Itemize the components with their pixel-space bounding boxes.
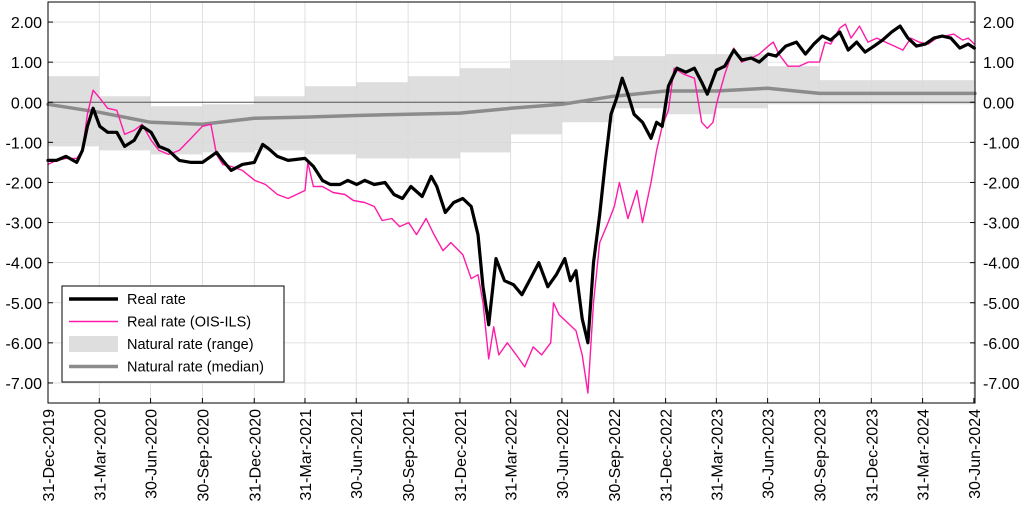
y-tick-label-right: 2.00: [983, 15, 1014, 32]
x-tick-label: 31-Dec-2021: [453, 409, 470, 502]
real-rate-line: [46, 24, 977, 345]
y-tick-label-left: 0.00: [11, 95, 42, 112]
y-tick-label-right: -4.00: [983, 256, 1020, 273]
natural-rate-median-line: [46, 86, 977, 127]
y-axis-right: 2.00 1.00 0.00 -1.00 -2.00 -3.00 -4.00 -5.00 -6.…: [970, 15, 1020, 393]
y-tick-label-left: 2.00: [11, 15, 42, 32]
natural-rate-range-band: [99, 96, 151, 151]
y-tick-label-right: -7.00: [983, 376, 1020, 393]
natural-rate-range-band: [408, 76, 460, 159]
x-tick-label: 31-Dec-2022: [659, 409, 676, 502]
x-tick-label: 30-Sep-2023: [813, 409, 830, 502]
y-axis-left: 2.00 1.00 0.00 -1.00 -2.00 -3.00 -4.00 -5.00 -6.…: [6, 15, 53, 393]
natural-rate-range-band: [356, 82, 409, 159]
y-tick-label-left: 1.00: [11, 55, 42, 72]
x-tick-label: 31-Dec-2023: [864, 409, 881, 502]
y-tick-label-right: -2.00: [983, 175, 1020, 192]
x-tick-label: 30-Jun-2024: [967, 409, 984, 499]
natural-rate-range-band: [665, 54, 717, 115]
y-tick-label-right: 1.00: [983, 55, 1014, 72]
x-tick-label: 31-Mar-2021: [298, 409, 315, 501]
x-tick-label: 30-Jun-2023: [761, 409, 778, 499]
natural-rate-range-band: [304, 86, 357, 155]
real-rate-ois-ils-line: [47, 23, 976, 394]
legend-label: Natural rate (range): [127, 337, 254, 353]
x-tick-label: 31-Mar-2022: [504, 409, 521, 501]
y-tick-label-right: -3.00: [983, 216, 1020, 233]
y-tick-label-right: -5.00: [983, 296, 1020, 313]
y-tick-label-right: 0.00: [983, 95, 1014, 112]
y-tick-label-left: -5.00: [6, 296, 43, 313]
legend-label: Real rate (OIS-ILS): [127, 315, 251, 331]
natural-rate-range-band: [561, 60, 614, 123]
y-tick-label-left: -7.00: [6, 376, 43, 393]
x-tick-label: 30-Jun-2020: [144, 409, 161, 499]
x-tick-label: 31-Dec-2019: [41, 409, 58, 502]
x-tick-label: 31-Dec-2020: [247, 409, 264, 502]
x-tick-label: 31-Mar-2024: [916, 409, 933, 501]
y-tick-label-left: -1.00: [6, 135, 43, 152]
x-tick-label: 30-Sep-2022: [607, 409, 624, 502]
y-tick-label-left: -2.00: [6, 175, 43, 192]
natural-rate-range-band: [254, 96, 305, 151]
y-tick-label-left: -6.00: [6, 336, 43, 353]
legend-label: Natural rate (median): [127, 360, 264, 376]
x-tick-label: 30-Sep-2020: [195, 409, 212, 502]
legend-swatch: [69, 336, 118, 352]
natural-rate-range-band: [202, 104, 255, 153]
x-tick-label: 30-Jun-2022: [555, 409, 572, 499]
natural-rate-range-band: [510, 60, 562, 135]
x-tick-label: 31-Mar-2020: [92, 409, 109, 501]
natural-rate-range-series: [48, 54, 975, 159]
y-tick-label-left: -4.00: [6, 256, 43, 273]
legend-label: Real rate: [127, 292, 186, 308]
y-tick-label-right: -1.00: [983, 135, 1020, 152]
legend: Real rate Real rate (OIS-ILS) Natural rate…: [61, 285, 285, 383]
plot-area: 2.00 1.00 0.00 -1.00 -2.00 -3.00 -4.00 -5.00 -6.…: [6, 1, 1020, 502]
x-tick-label: 30-Sep-2021: [401, 409, 418, 502]
x-tick-label: 31-Mar-2023: [709, 409, 726, 501]
plot-frame: [47, 1, 976, 404]
x-axis: 31-Dec-2019 31-Mar-2020 30-Jun-2020 30-Sep-…: [41, 398, 984, 502]
y-tick-label-right: -6.00: [983, 336, 1020, 353]
x-tick-label: 30-Jun-2021: [349, 409, 366, 499]
y-tick-label-left: -3.00: [6, 216, 43, 233]
natural-rate-range-band: [767, 66, 820, 105]
